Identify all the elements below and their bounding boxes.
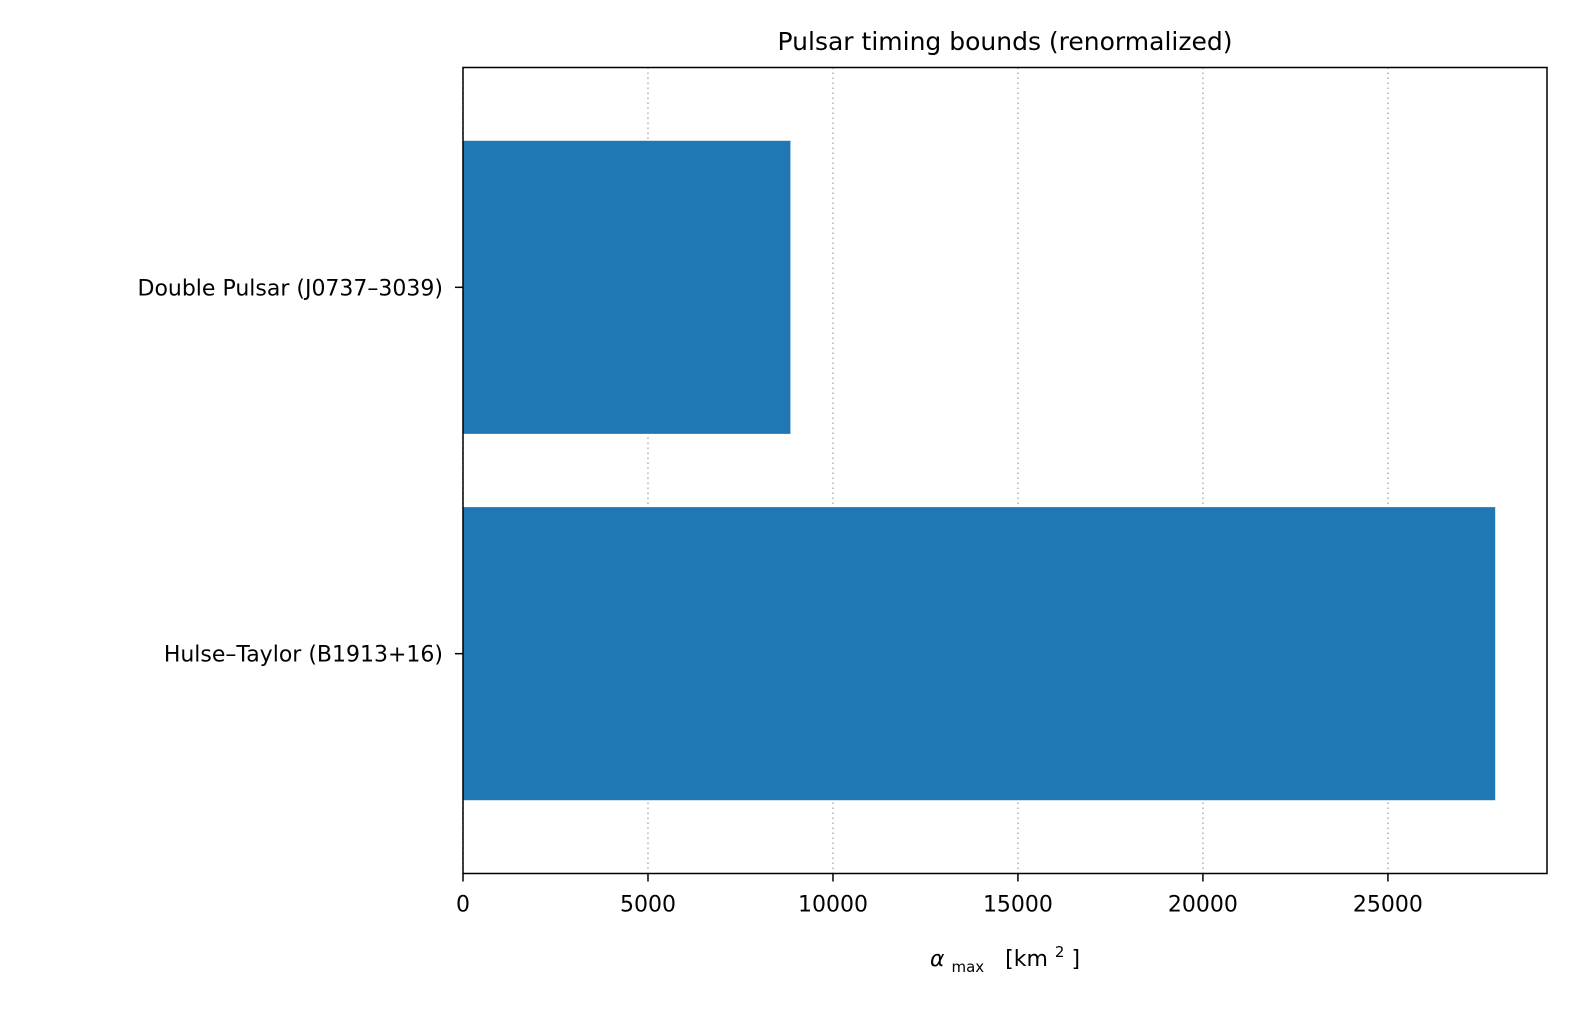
x-tick-label: 15000 (983, 893, 1053, 918)
y-tick-label: Double Pulsar (J0737–3039) (138, 276, 444, 301)
y-tick-label: Hulse–Taylor (B1913+16) (164, 643, 443, 668)
y-axis-ticks: Double Pulsar (J0737–3039) Hulse–Taylor (… (138, 276, 463, 668)
x-tick-label: 0 (456, 893, 470, 918)
bar (463, 140, 791, 434)
bar (463, 507, 1496, 801)
x-tick-label: 20000 (1168, 893, 1238, 918)
bars (463, 140, 1496, 801)
x-tick-label: 5000 (620, 893, 676, 918)
chart-title: Pulsar timing bounds (renormalized) (778, 27, 1233, 56)
x-axis-label-symbol: α (930, 947, 945, 972)
x-axis-label-unit-exponent: 2 (1055, 943, 1065, 961)
x-tick-label: 10000 (798, 893, 868, 918)
x-axis-label-unit: [km (1005, 947, 1048, 972)
x-axis-label: α max [km 2 ] (930, 938, 1080, 978)
x-axis-label-unit-close: ] (1071, 947, 1080, 972)
x-axis-ticks: 0 5000 10000 15000 20000 25000 (456, 873, 1423, 918)
x-axis-label-subscript: max (951, 958, 984, 976)
plot-area-frame (462, 66, 1548, 875)
x-tick-label: 25000 (1353, 893, 1423, 918)
